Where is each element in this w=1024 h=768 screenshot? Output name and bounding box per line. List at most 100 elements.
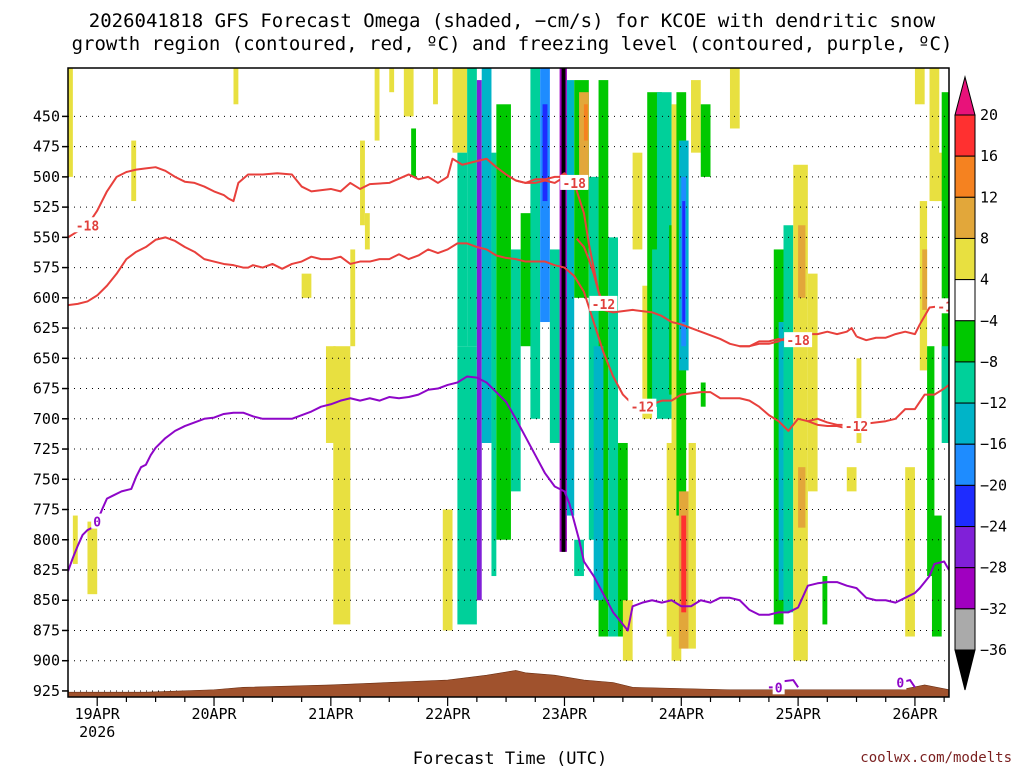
dgz-contour-label: -12: [845, 420, 868, 435]
dgz-contour-label: -18: [937, 300, 961, 315]
omega-cell: [333, 346, 351, 625]
temperature-contours: -18 -12 -12 -18 -12 -18 -18 0 0 0: [68, 157, 961, 696]
omega-cell: [403, 68, 414, 117]
colorbar-band: [954, 196, 976, 239]
y-tick-label: 550: [33, 228, 60, 246]
omega-cell: [481, 68, 492, 443]
y-tick-label: 800: [33, 531, 60, 549]
colorbar-band: [954, 320, 976, 363]
omega-cell: [72, 515, 78, 564]
y-tick-label: 675: [33, 380, 60, 398]
omega-cell: [389, 68, 395, 93]
omega-cell: [729, 68, 740, 129]
terrain-surface: [68, 670, 949, 697]
colorbar-label: −24: [980, 518, 1007, 536]
colorbar-band: [954, 567, 976, 610]
colorbar-top-arrow: [954, 75, 976, 116]
colorbar-label: −32: [980, 600, 1007, 618]
axes: 450 475 500 525 550 575 600 625 650 675 700 725 750 7…: [33, 107, 945, 741]
omega-cell: [476, 80, 482, 601]
omega-cell: [941, 92, 949, 419]
omega-cell: [929, 68, 940, 202]
freezing-contour-label: 0: [93, 516, 101, 531]
omega-cell: [542, 104, 548, 202]
dgz-contour-label: -12: [592, 298, 615, 313]
omega-cell: [360, 140, 365, 226]
colorbar-band: [954, 402, 976, 445]
freezing-contour-label-bg: [772, 679, 785, 695]
dgz-contour-label: -12: [631, 401, 654, 416]
x-tick-label: 22APR: [425, 705, 471, 723]
colorbar-label: −20: [980, 476, 1007, 494]
omega-shading: [68, 68, 949, 661]
colorbar-band: [954, 279, 976, 322]
omega-cell: [561, 68, 566, 552]
x-tick-label: 26APR: [892, 705, 938, 723]
colorbar-band: [954, 443, 976, 486]
omega-cell: [681, 515, 687, 613]
colorbar-label: 12: [980, 188, 998, 206]
omega-cell: [457, 346, 477, 625]
omega-cell: [233, 68, 239, 105]
colorbar-label: 20: [980, 106, 998, 124]
omega-cell: [642, 285, 653, 419]
dgz-contour-label: -18: [76, 219, 100, 234]
colorbar-label: 4: [980, 271, 989, 289]
x-tick-label: 19APR: [75, 705, 121, 723]
dgz-contour-label: -18: [562, 177, 586, 192]
omega-cell: [411, 128, 417, 177]
omega-cell: [350, 249, 356, 347]
colorbar-label: 16: [980, 147, 998, 165]
x-tick-label: 20APR: [191, 705, 237, 723]
dgz-contour-label-bg: [935, 298, 949, 314]
omega-cell: [325, 346, 336, 443]
y-tick-label: 475: [33, 138, 60, 156]
omega-cell: [914, 68, 925, 105]
omega-cell: [931, 515, 942, 637]
omega-cell: [457, 152, 468, 347]
x-year-label: 2026: [79, 723, 115, 741]
omega-cell: [579, 92, 589, 189]
x-tick-label: 24APR: [659, 705, 705, 723]
y-tick-label: 850: [33, 591, 60, 609]
y-tick-label: 875: [33, 621, 60, 639]
dgz-contour-line: [856, 305, 949, 342]
y-tick-label: 450: [33, 107, 60, 125]
omega-cell: [87, 521, 98, 595]
colorbar-label: −4: [980, 312, 998, 330]
omega-cell: [510, 249, 521, 492]
omega-cell: [846, 467, 857, 492]
colorbar-band: [954, 114, 976, 157]
y-tick-label: 575: [33, 259, 60, 277]
omega-cell: [905, 467, 915, 637]
omega-cell: [364, 213, 370, 250]
omega-cell: [618, 442, 628, 637]
y-tick-label: 775: [33, 501, 60, 519]
omega-cell: [941, 346, 949, 443]
freezing-contour-label: 0: [775, 681, 783, 696]
colorbar-label: −16: [980, 435, 1007, 453]
dgz-contour-label-bg: [73, 217, 102, 233]
omega-cell: [442, 509, 453, 631]
colorbar-bottom-arrow: [954, 649, 976, 691]
dgz-contour-line: [575, 237, 605, 305]
freezing-contour-label-bg: [91, 513, 104, 529]
colorbar: 20 16 12 8 4 −4 −8 −12 −16 −20 −24 −28 −32 −36: [954, 75, 1007, 691]
omega-cell: [574, 539, 584, 577]
colorbar-band: [954, 237, 976, 281]
y-tick-label: 600: [33, 289, 60, 307]
y-tick-label: 750: [33, 470, 60, 488]
freezing-contour-line: [68, 375, 949, 632]
omega-cell: [778, 322, 784, 601]
omega-cell: [856, 358, 862, 443]
x-tick-label: 21APR: [308, 705, 354, 723]
dgz-contour-label-bg: [842, 418, 871, 434]
y-tick-label: 500: [33, 168, 60, 186]
omega-cell: [566, 80, 575, 516]
omega-cell: [496, 104, 511, 540]
omega-cell: [688, 442, 696, 649]
omega-cell: [608, 237, 619, 637]
dgz-contour-label: -18: [786, 334, 810, 349]
plot-frame: [67, 67, 950, 698]
